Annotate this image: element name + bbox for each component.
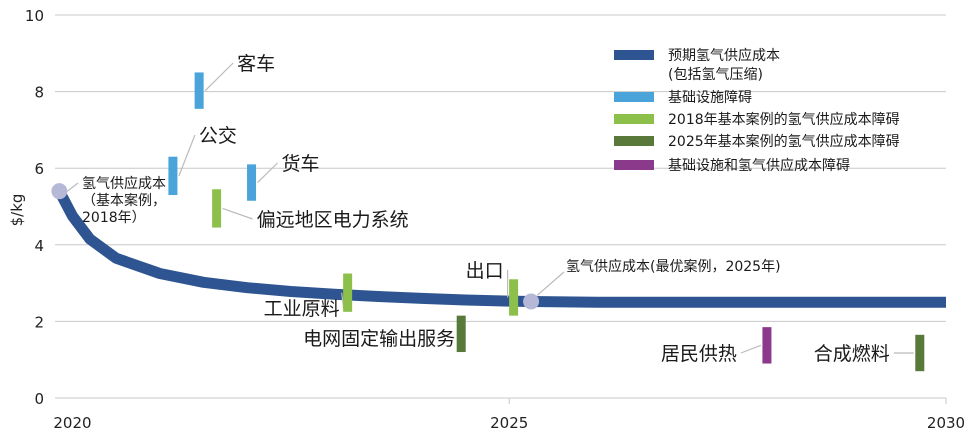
gridlines	[55, 15, 946, 404]
barrier-leader-line	[258, 163, 278, 183]
barrier-leader-line	[205, 63, 233, 91]
legend-label: 预期氢气供应成本(包括氢气压缩)	[668, 47, 780, 83]
cost-marker	[523, 293, 539, 309]
legend-label: 基础设施障碍	[668, 89, 752, 106]
barrier-bar	[915, 335, 924, 371]
barrier-leader-line	[223, 208, 253, 219]
barrier-bar	[457, 316, 466, 352]
y-tick-label: 2	[34, 313, 44, 331]
cost-curve-line	[59, 191, 946, 302]
y-tick-label: 8	[34, 84, 44, 102]
cost-curve	[59, 191, 946, 302]
y-tick-label: 4	[34, 237, 44, 255]
legend-swatch	[614, 160, 654, 170]
barrier-label: 居民供热	[661, 343, 737, 365]
barrier-leader-line	[179, 135, 195, 176]
y-tick-label: 6	[34, 160, 44, 178]
x-tick-label: 2025	[490, 414, 528, 432]
y-tick-label: 0	[34, 390, 44, 408]
legend-label: 2018年基本案例的氢气供应成本障碍	[668, 111, 900, 128]
barrier-bar	[762, 327, 771, 363]
legend-swatch	[614, 50, 654, 60]
legend-swatch	[614, 92, 654, 102]
y-axis-label: $/kg	[8, 194, 26, 227]
barrier-label: 客车	[237, 53, 275, 75]
legend-label: 2025年基本案例的氢气供应成本障碍	[668, 133, 900, 150]
legend-swatch	[614, 136, 654, 146]
barrier-bar	[212, 189, 221, 227]
legend-swatch	[614, 114, 654, 124]
barrier-bar	[168, 157, 177, 195]
barrier-label: 偏远地区电力系统	[257, 209, 409, 231]
x-tick-label: 2020	[53, 414, 91, 432]
marker-label: 氢气供应成本(最优案例，2025年)	[566, 258, 781, 275]
barrier-label: 出口	[466, 260, 504, 282]
barrier-bar	[509, 279, 518, 315]
barrier-label: 货车	[282, 153, 320, 175]
y-tick-label: 10	[25, 7, 44, 25]
barrier-bar	[343, 274, 352, 312]
barrier-leader-line	[741, 345, 761, 353]
barrier-label: 公交	[199, 125, 237, 147]
marker-label: 氢气供应成本（基本案例，2018年）	[82, 175, 166, 226]
cost-marker	[51, 183, 67, 199]
barrier-label: 工业原料	[264, 298, 340, 320]
barrier-bar	[247, 164, 256, 200]
legend-label: 基础设施和氢气供应成本障碍	[668, 157, 850, 174]
marker-leader-line	[537, 272, 564, 295]
x-tick-label: 2030	[927, 414, 965, 432]
barrier-label: 合成燃料	[814, 343, 890, 365]
leader-lines	[67, 63, 913, 353]
legend: 预期氢气供应成本(包括氢气压缩) 基础设施障碍 2018年基本案例的氢气供应成本障碍…	[614, 47, 900, 174]
barrier-label: 电网固定输出服务	[303, 328, 455, 350]
axis-ticks: 0 2 4 6 8 10 2020 2025 2030	[25, 7, 965, 432]
marker-leader-line	[67, 183, 78, 191]
barrier-bar	[195, 72, 204, 108]
